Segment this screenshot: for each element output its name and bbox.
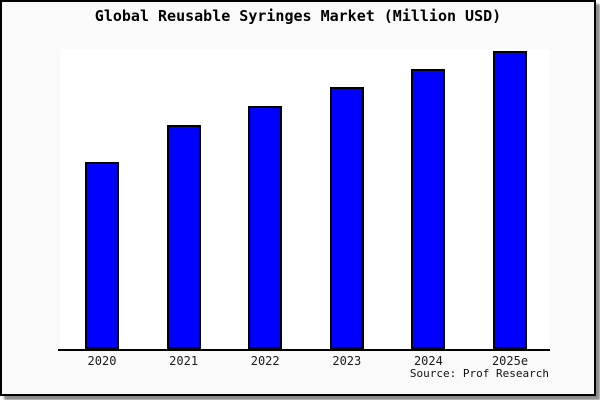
bar-2021	[166, 125, 201, 349]
plot-area	[60, 49, 550, 349]
x-tick-label-2025e: 2025e	[491, 354, 529, 368]
bar-2023	[329, 87, 364, 349]
bar-2024	[411, 69, 446, 349]
x-tick-label-2021: 2021	[169, 354, 199, 368]
chart-title: Global Reusable Syringes Market (Million…	[94, 7, 502, 25]
source-note: Source: Prof Research	[409, 367, 549, 380]
x-tick-label-2024: 2024	[413, 354, 443, 368]
x-tick-label-2020: 2020	[87, 354, 117, 368]
bar-2025e	[493, 51, 527, 349]
bar-2020	[85, 162, 119, 349]
x-axis-labels: 2020 2021 2022 2023 2024 2025e	[2, 354, 594, 369]
x-tick-label-2023: 2023	[332, 354, 362, 368]
x-axis-line	[58, 349, 550, 351]
bar-2022	[248, 106, 283, 349]
x-tick-label-2022: 2022	[250, 354, 280, 368]
